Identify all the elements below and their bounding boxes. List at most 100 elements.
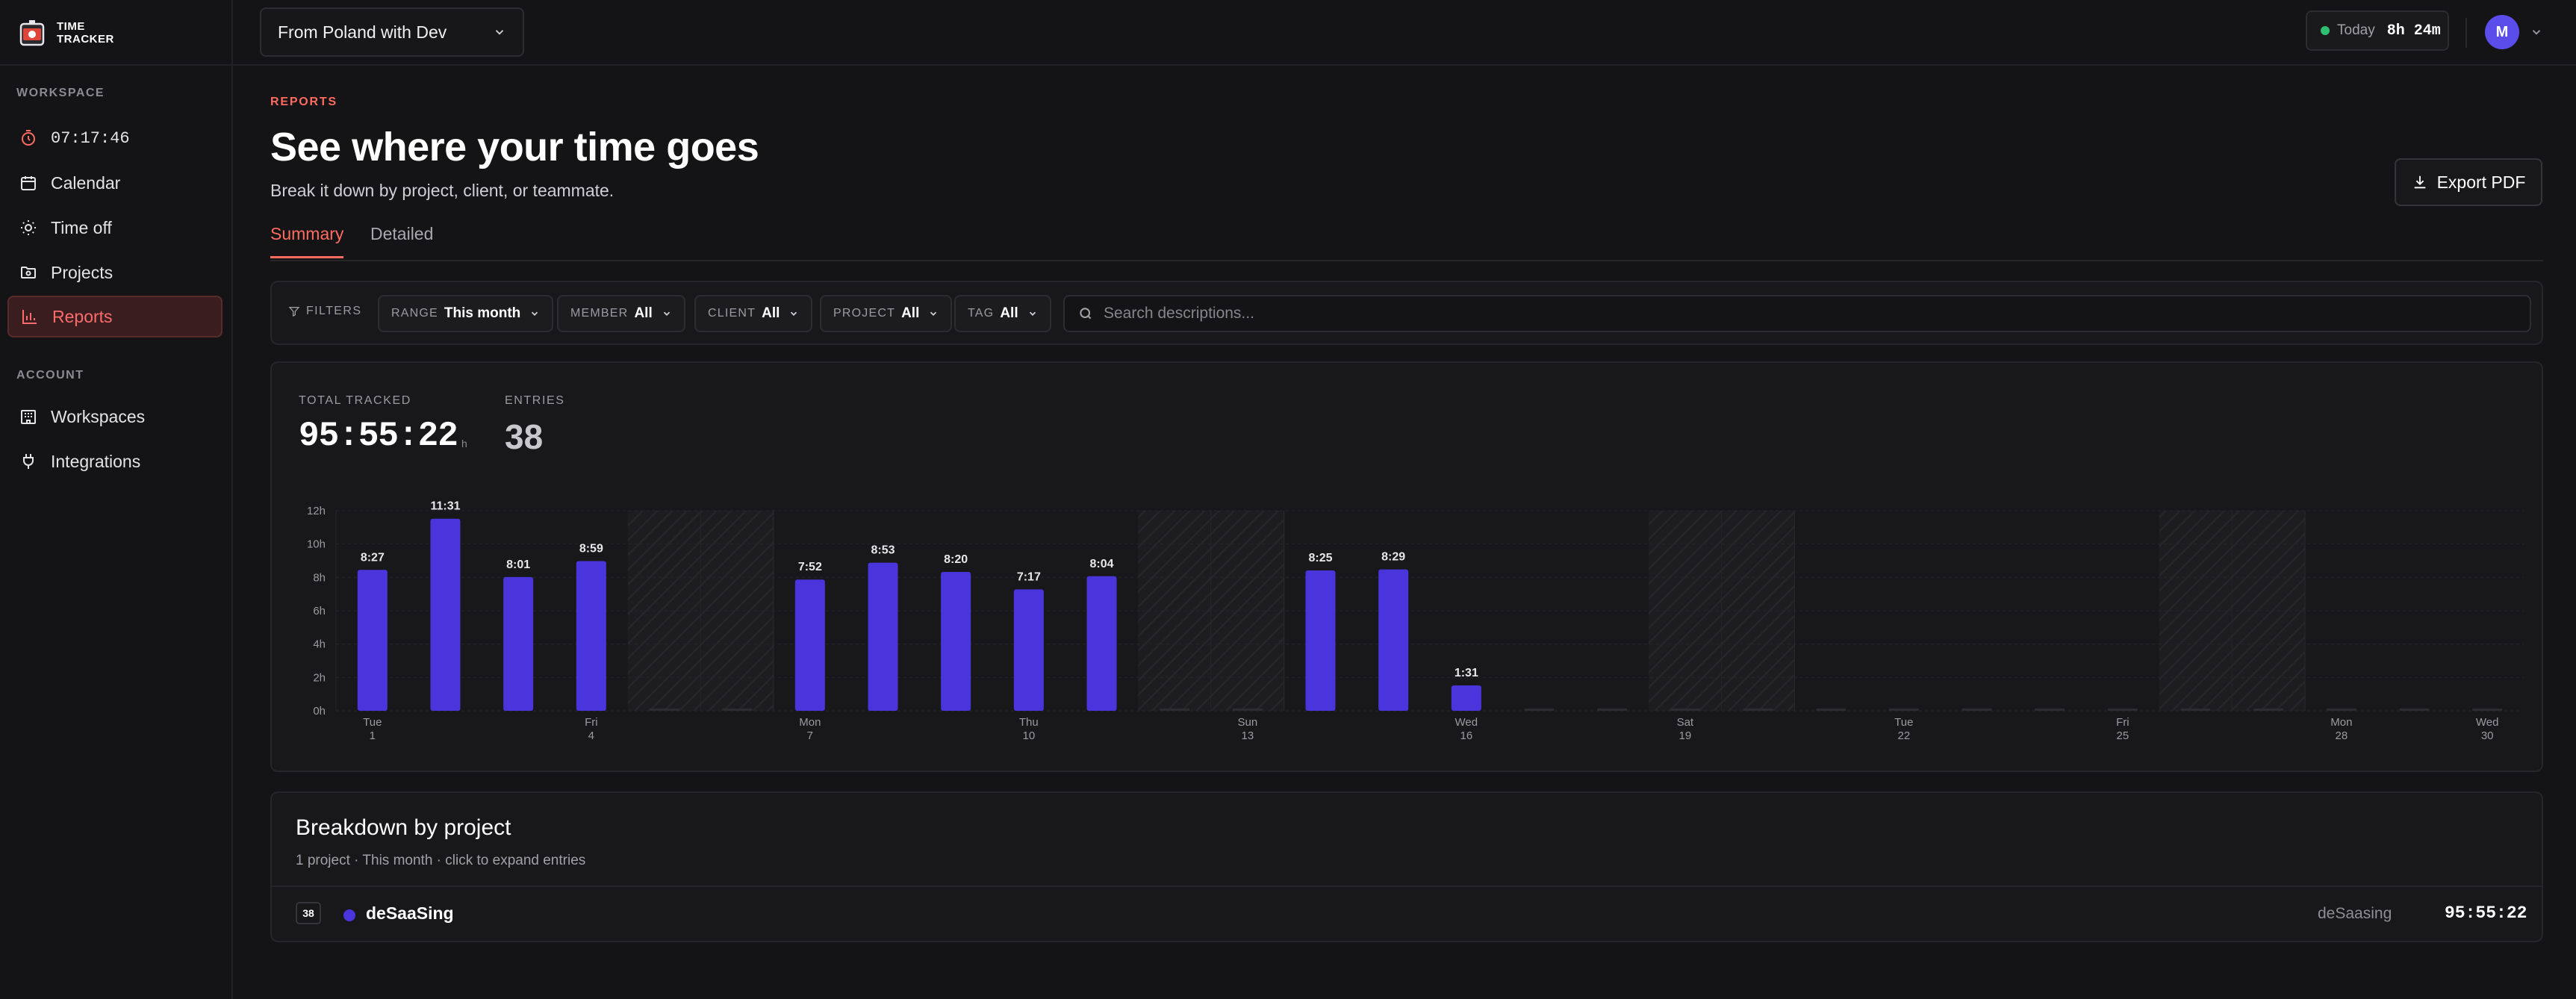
x-tick-weekday: Wed [1455,716,1478,729]
project-duration: 95:55:22 [2445,903,2527,923]
stopwatch-logo-icon [18,18,48,48]
bar-value-label: 8:04 [1089,558,1113,570]
chevron-down-icon [532,311,538,316]
chart-bar-empty [1743,709,1773,711]
x-tick-weekday: Mon [2330,716,2352,729]
chart-bar-empty [1160,709,1190,711]
search-box[interactable] [1063,295,2531,332]
bar-chart-icon [22,310,37,324]
x-tick-weekday: Mon [799,716,821,729]
total-tracked-unit: h [461,438,467,449]
member-key: MEMBER [570,307,629,320]
project-key: PROJECT [833,307,896,320]
bar-value-label: 8:25 [1308,552,1332,564]
download-icon [2414,175,2425,189]
workspace-selector[interactable]: From Poland with Dev [260,7,524,57]
workspace-section-label: WORKSPACE [16,87,105,99]
x-tick-date: 13 [1241,729,1254,742]
chevron-down-icon[interactable] [2530,25,2543,39]
x-tick-date: 4 [588,729,594,742]
y-tick-label: 4h [313,638,326,651]
chevron-down-icon [791,311,797,316]
range-key: RANGE [391,307,438,320]
topbar: From Poland with Dev Today 8h 24m M [233,0,2576,66]
total-tracked-label: TOTAL TRACKED [299,394,411,407]
timer-icon [22,130,35,146]
chart-bar-empty [1816,709,1847,711]
sidebar-item-label: Calendar [51,172,121,193]
sidebar-item-projects[interactable]: Projects [7,252,223,293]
breakdown-divider [272,886,2542,887]
chevron-down-icon [1029,311,1036,316]
page-subtitle: Break it down by project, client, or tea… [270,181,615,200]
app-logo[interactable]: TIME TRACKER [18,13,114,52]
summary-chart-card: TOTAL TRACKED 95:55:22 h ENTRIES 38 0h 2h… [270,361,2543,772]
chart-bar-empty [722,709,753,711]
folder-icon [21,267,36,278]
sidebar-item-time-off[interactable]: Time off [7,207,223,249]
filters-label: FILTERS [288,305,361,318]
x-tick-weekday: Sat [1677,716,1694,729]
sidebar-item-calendar[interactable]: Calendar [7,162,223,204]
y-tick-label: 0h [313,705,326,718]
x-tick-date: 1 [370,729,376,742]
weekend-band [1211,511,1284,711]
tab-summary[interactable]: Summary [270,224,344,258]
chart-bar-empty [2035,709,2065,711]
tag-value: All [1000,305,1018,321]
chart-bar [1086,576,1117,711]
breakdown-card: Breakdown by project 1 project · This mo… [270,791,2543,942]
logo-text: TIME TRACKER [57,20,114,46]
sidebar-item-label: Reports [52,306,113,326]
sun-icon [21,220,36,235]
sidebar-item-label: Projects [51,262,113,282]
chart-bar [576,561,606,711]
range-filter[interactable]: RANGE This month [378,295,554,332]
y-tick-label: 10h [307,538,326,551]
plug-icon [23,454,34,469]
y-tick-label: 6h [313,605,326,617]
daily-hours-chart: 0h2h4h6h8h10h12h8:2711:318:018:597:528:5… [307,500,2524,742]
sidebar-item-reports[interactable]: Reports [7,296,223,337]
member-filter[interactable]: MEMBER All [557,295,685,332]
tag-filter[interactable]: TAG All [954,295,1051,332]
chart-bar-empty [2399,709,2430,711]
chart-bar [357,570,388,711]
project-client: deSaasing [2318,905,2392,922]
chart-bar-empty [2180,709,2211,711]
sidebar-item-integrations[interactable]: Integrations [7,441,223,482]
export-pdf-button[interactable]: Export PDF [2395,158,2542,206]
x-tick-date: 10 [1022,729,1035,742]
entries-label: ENTRIES [505,394,565,407]
tab-detailed[interactable]: Detailed [370,224,434,243]
tag-key: TAG [968,307,995,320]
chart-bar-empty [1597,709,1628,711]
y-tick-label: 12h [307,505,326,517]
project-filter[interactable]: PROJECT All [820,295,953,332]
sidebar-item-label: Integrations [51,451,141,471]
breakdown-title: Breakdown by project [296,815,511,840]
avatar[interactable]: M [2485,15,2519,49]
x-tick-date: 30 [2481,729,2494,742]
filters-bar: FILTERS RANGE This month MEMBER All CLIE… [270,281,2543,345]
bar-value-label: 7:17 [1017,570,1041,583]
chart-bar [430,518,461,711]
entry-count-badge: 38 [296,902,321,924]
chart-bar [868,562,898,711]
client-filter[interactable]: CLIENT All [694,295,813,332]
chart-bar [794,579,825,711]
entries-value: 38 [505,417,544,456]
filter-icon [288,307,300,317]
x-tick-weekday: Tue [1894,716,1913,729]
sidebar-item-timer[interactable]: 07:17:46 [7,117,223,159]
y-tick-label: 2h [313,671,326,684]
project-row[interactable]: 38 deSaaSing deSaasing 95:55:22 [272,887,2542,942]
bar-value-label: 8:01 [506,558,530,571]
sidebar: TIME TRACKER WORKSPACE 07:17:46 Calendar… [0,0,233,999]
sidebar-item-workspaces[interactable]: Workspaces [7,396,223,438]
search-input[interactable] [1104,305,2448,323]
workspace-name: From Poland with Dev [278,22,447,42]
search-icon [1080,308,1092,320]
building-icon [21,410,36,424]
report-tabs: Summary Detailed [270,224,2543,261]
